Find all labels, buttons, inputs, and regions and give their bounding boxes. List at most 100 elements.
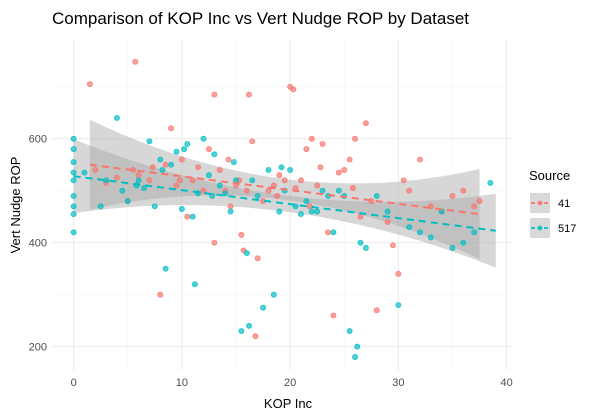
data-point-41 — [162, 161, 169, 168]
data-point-517 — [246, 322, 252, 329]
data-point-517 — [297, 211, 304, 218]
data-point-517 — [227, 208, 234, 215]
data-point-41 — [92, 166, 99, 173]
data-point-41 — [189, 177, 196, 184]
x-tick-label: 30 — [392, 377, 404, 389]
data-point-517 — [254, 192, 261, 199]
data-point-41 — [352, 135, 359, 142]
y-tick-label: 200 — [29, 342, 47, 354]
legend-label-517: 517 — [558, 223, 576, 235]
data-point-517 — [157, 156, 164, 163]
data-point-41 — [254, 255, 261, 262]
data-point-41 — [362, 120, 369, 127]
data-point-517 — [70, 211, 77, 218]
data-point-41 — [86, 81, 93, 88]
y-axis-ticks: 200 400 600 — [29, 134, 47, 354]
data-point-517 — [70, 229, 77, 236]
data-point-517 — [249, 177, 256, 184]
data-point-41 — [276, 172, 283, 179]
data-point-517 — [487, 179, 494, 186]
data-point-41 — [330, 312, 337, 319]
data-point-517 — [265, 166, 272, 173]
data-points — [70, 58, 494, 360]
plot-panel — [52, 40, 512, 370]
data-point-517 — [200, 135, 207, 142]
data-point-517 — [460, 239, 467, 246]
data-point-517 — [97, 203, 104, 210]
data-point-41 — [406, 187, 413, 194]
data-point-517 — [303, 198, 310, 205]
data-point-41 — [246, 91, 252, 98]
data-point-41 — [195, 164, 202, 171]
data-point-41 — [317, 164, 324, 171]
data-point-517 — [70, 135, 77, 142]
data-point-517 — [238, 328, 245, 334]
data-point-517 — [330, 229, 337, 236]
data-point-517 — [417, 229, 423, 236]
data-point-41 — [373, 307, 380, 314]
data-point-41 — [211, 239, 218, 246]
data-point-517 — [335, 187, 342, 194]
x-axis-ticks: 0 10 20 30 40 — [71, 377, 513, 389]
data-point-517 — [211, 151, 218, 158]
legend-title: Source — [529, 168, 570, 183]
y-axis-title: Vert Nudge ROP — [8, 157, 23, 254]
data-point-41 — [249, 138, 256, 145]
data-point-517 — [146, 138, 153, 145]
data-point-41 — [357, 213, 364, 220]
data-point-517 — [230, 159, 237, 166]
data-point-517 — [173, 148, 180, 155]
data-point-517 — [191, 281, 198, 288]
data-point-517 — [222, 190, 229, 197]
data-point-41 — [335, 169, 342, 176]
data-point-517 — [151, 203, 158, 210]
data-point-41 — [265, 187, 272, 194]
data-point-517 — [159, 166, 166, 173]
data-point-517 — [287, 166, 294, 173]
data-point-41 — [176, 177, 183, 184]
confidence-band-517 — [73, 139, 496, 268]
trend-line-41 — [89, 163, 480, 216]
legend-label-41: 41 — [558, 198, 570, 210]
data-point-517 — [168, 161, 175, 168]
data-point-41 — [384, 218, 391, 225]
data-point-41 — [274, 192, 281, 199]
data-point-41 — [252, 333, 259, 340]
data-point-517 — [471, 229, 478, 236]
y-tick-label: 400 — [29, 238, 47, 250]
data-point-517 — [406, 224, 413, 231]
data-point-517 — [70, 203, 77, 210]
data-point-41 — [417, 156, 423, 163]
data-point-517 — [278, 164, 285, 171]
data-point-517 — [162, 265, 169, 272]
data-point-41 — [290, 86, 297, 93]
data-point-41 — [395, 270, 402, 277]
data-point-41 — [314, 182, 321, 189]
data-point-41 — [400, 177, 407, 184]
data-point-41 — [306, 203, 313, 210]
data-point-517 — [373, 192, 380, 199]
x-tick-label: 0 — [71, 377, 77, 389]
data-point-41 — [135, 172, 142, 179]
data-point-517 — [189, 213, 196, 220]
data-point-41 — [341, 166, 348, 173]
data-point-41 — [238, 231, 245, 238]
data-point-41 — [168, 125, 175, 132]
x-tick-label: 20 — [284, 377, 296, 389]
data-point-41 — [349, 185, 356, 192]
data-point-41 — [319, 140, 326, 147]
chart-title: Comparison of KOP Inc vs Vert Nudge ROP … — [52, 9, 469, 28]
data-point-517 — [216, 182, 223, 189]
data-point-517 — [135, 177, 142, 184]
data-point-517 — [119, 187, 126, 194]
data-point-41 — [471, 203, 478, 210]
data-point-517 — [427, 234, 434, 241]
legend-key-point — [537, 200, 543, 206]
trend-lines — [73, 163, 496, 232]
data-point-41 — [460, 187, 467, 194]
data-point-41 — [308, 135, 315, 142]
data-point-41 — [389, 242, 396, 249]
x-tick-label: 10 — [176, 377, 188, 389]
data-point-41 — [303, 146, 310, 153]
